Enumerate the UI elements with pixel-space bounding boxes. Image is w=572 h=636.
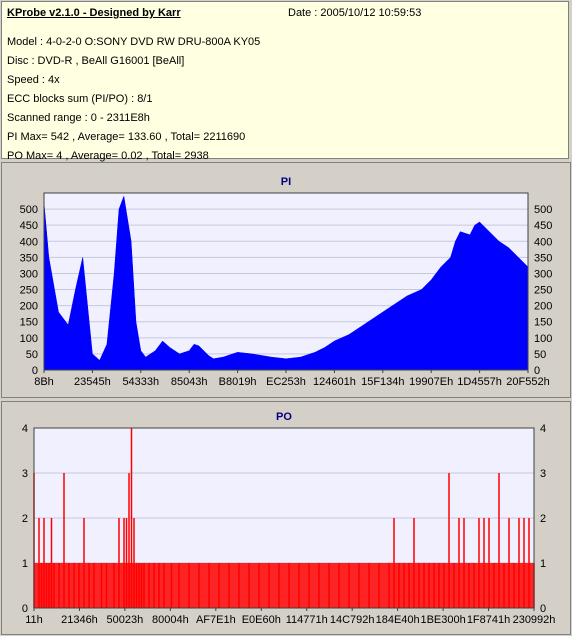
scan-date: Date : 2005/10/12 10:59:53	[288, 7, 422, 19]
range-line: Scanned range : 0 - 2311E8h	[7, 112, 150, 124]
pi-summary-line: PI Max= 542 , Average= 133.60 , Total= 2…	[7, 131, 246, 143]
x-tick-label: 1F8741h	[467, 614, 510, 626]
disc-line: Disc : DVD-R , BeAll G16001 [BeAll]	[7, 55, 185, 67]
po-summary-line: PO Max= 4 , Average= 0.02 , Total= 2938	[7, 150, 209, 162]
y-tick-label: 150	[20, 317, 38, 329]
po-baseline-band	[34, 563, 534, 608]
x-tick-label: EC253h	[266, 376, 306, 388]
y-tick-label-right: 100	[534, 333, 552, 345]
y-tick-label-right: 0	[540, 603, 546, 615]
ecc-line: ECC blocks sum (PI/PO) : 8/1	[7, 93, 153, 105]
y-tick-label: 300	[20, 268, 38, 280]
x-tick-label: 21346h	[61, 614, 98, 626]
y-tick-label: 0	[32, 365, 38, 377]
pi-chart-panel: PI 0 0 50 50 100 100 150 150 200 200 250 250 300 300 35…	[1, 162, 571, 398]
y-tick-label-right: 500	[534, 204, 552, 216]
y-tick-label: 100	[20, 333, 38, 345]
y-tick-label-right: 400	[534, 236, 552, 248]
y-tick-label-right: 4	[540, 423, 546, 435]
y-tick-label-right: 300	[534, 268, 552, 280]
y-tick-label: 0	[22, 603, 28, 615]
x-tick-label: 23545h	[74, 376, 111, 388]
pi-area-series	[43, 195, 529, 371]
x-tick-label: AF7E1h	[196, 614, 236, 626]
y-tick-label: 4	[22, 423, 28, 435]
x-tick-label: 230992h	[513, 614, 556, 626]
y-tick-label-right: 0	[534, 365, 540, 377]
x-tick-label: 8Bh	[34, 376, 54, 388]
y-tick-label-right: 450	[534, 220, 552, 232]
y-tick-label: 1	[22, 558, 28, 570]
x-tick-label: 15F134h	[361, 376, 404, 388]
x-tick-label: 11h	[25, 614, 43, 626]
y-tick-label-right: 3	[540, 468, 546, 480]
x-tick-label: 50023h	[107, 614, 144, 626]
pi-chart: PI 0 0 50 50 100 100 150 150 200 200 250 250 300 300 35…	[20, 176, 553, 388]
x-tick-label: 19907Eh	[409, 376, 453, 388]
x-tick-label: 20F552h	[506, 376, 549, 388]
x-tick-label: 184E40h	[376, 614, 420, 626]
x-tick-label: 54333h	[122, 376, 159, 388]
x-tick-label: 1BE300h	[420, 614, 465, 626]
y-tick-label-right: 350	[534, 252, 552, 264]
y-tick-label: 50	[26, 349, 38, 361]
y-tick-label: 250	[20, 285, 38, 297]
y-tick-label-right: 50	[534, 349, 546, 361]
x-tick-label: 1D4557h	[457, 376, 502, 388]
x-tick-label: 85043h	[171, 376, 208, 388]
y-tick-label-right: 250	[534, 285, 552, 297]
x-tick-label: 124601h	[313, 376, 356, 388]
x-tick-label: B8019h	[219, 376, 257, 388]
po-chart: PO 0 0 1 1 2 2 3 3 4 4 11h 21346h 50023h 80004h AF7E1h E…	[22, 411, 556, 626]
y-tick-label: 450	[20, 220, 38, 232]
model-line: Model : 4-0-2-0 O:SONY DVD RW DRU-800A K…	[7, 36, 261, 48]
speed-line: Speed : 4x	[7, 74, 60, 86]
y-tick-label-right: 150	[534, 317, 552, 329]
y-tick-label-right: 1	[540, 558, 546, 570]
x-tick-label: 114771h	[286, 614, 328, 626]
y-tick-label: 350	[20, 252, 38, 264]
chart-title: PO	[276, 411, 292, 423]
x-tick-label: E0E60h	[242, 614, 281, 626]
disc-info-panel: KProbe v2.1.0 - Designed by Karr Date : …	[1, 1, 569, 162]
y-tick-label-right: 200	[534, 301, 552, 313]
y-tick-label: 3	[22, 468, 28, 480]
app-title: KProbe v2.1.0 - Designed by Karr	[7, 7, 181, 19]
y-tick-label: 400	[20, 236, 38, 248]
po-chart-panel: PO 0 0 1 1 2 2 3 3 4 4 11h 21346h 50023h 80004h AF7E1h E…	[1, 401, 571, 635]
y-tick-label: 2	[22, 513, 28, 525]
y-tick-label: 200	[20, 301, 38, 313]
chart-title: PI	[281, 176, 291, 188]
y-tick-label-right: 2	[540, 513, 546, 525]
y-tick-label: 500	[20, 204, 38, 216]
x-tick-label: 14C792h	[330, 614, 375, 626]
x-tick-label: 80004h	[152, 614, 189, 626]
plot-border	[33, 427, 535, 609]
